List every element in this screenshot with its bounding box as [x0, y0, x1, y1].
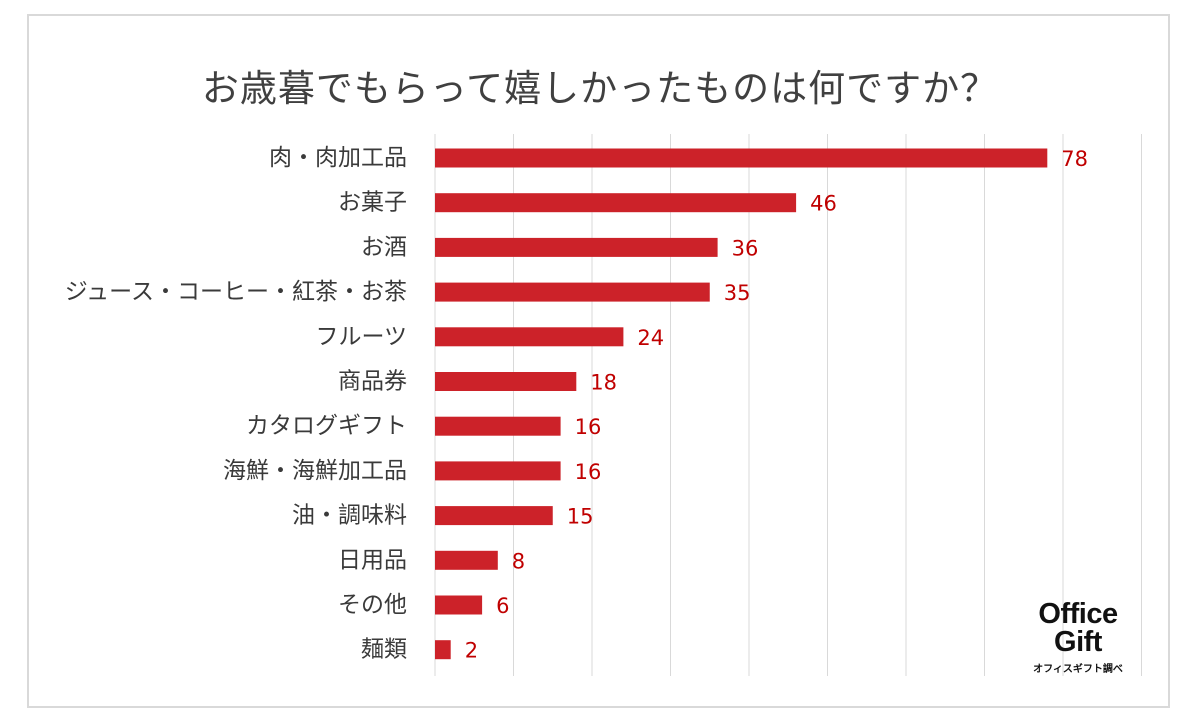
- value-label: 16: [575, 460, 602, 484]
- office-gift-logo: Office Gift オフィスギフト調べ: [1010, 598, 1146, 676]
- bar: [435, 506, 553, 526]
- logo-line-1: Office: [1038, 598, 1118, 630]
- value-label: 46: [810, 192, 837, 216]
- value-label: 18: [590, 371, 617, 395]
- category-label: 日用品: [338, 547, 407, 573]
- category-label: カタログギフト: [246, 413, 407, 439]
- chart-frame: [27, 14, 1170, 708]
- bar: [435, 550, 498, 570]
- bar: [435, 148, 1048, 168]
- value-label: 36: [732, 236, 759, 260]
- category-label: 肉・肉加工品: [269, 145, 407, 171]
- value-label: 8: [512, 549, 525, 573]
- value-label: 35: [724, 281, 751, 305]
- value-label: 24: [637, 326, 664, 350]
- bars: [435, 148, 1048, 660]
- gridlines: [434, 134, 1142, 676]
- bar: [435, 327, 624, 347]
- category-label: 海鮮・海鮮加工品: [223, 458, 407, 484]
- category-label: ジュース・コーヒー・紅茶・お茶: [65, 279, 407, 305]
- category-label: 油・調味料: [292, 503, 407, 529]
- chart-title: お歳暮でもらって嬉しかったものは何ですか？: [201, 67, 999, 110]
- value-label: 78: [1061, 147, 1088, 171]
- category-label: 商品券: [338, 369, 407, 395]
- category-labels: 肉・肉加工品お菓子お酒ジュース・コーヒー・紅茶・お茶フルーツ商品券カタログギフト…: [65, 145, 407, 663]
- value-label: 16: [575, 415, 602, 439]
- bar: [435, 372, 577, 391]
- bar: [435, 193, 797, 213]
- value-label: 2: [465, 639, 478, 663]
- category-label: 麺類: [361, 637, 407, 663]
- category-label: お菓子: [338, 190, 407, 216]
- bar: [435, 640, 451, 660]
- logo-subtitle: オフィスギフト調べ: [1033, 664, 1123, 675]
- value-label: 6: [496, 594, 509, 618]
- category-label: その他: [338, 592, 407, 618]
- logo-line-2: Gift: [1054, 626, 1102, 658]
- bar: [435, 461, 561, 481]
- bar: [435, 416, 561, 436]
- bar: [435, 282, 710, 302]
- bar: [435, 237, 718, 257]
- value-labels: 78 46 36 35 24 18 16 16 15 862: [465, 147, 1088, 663]
- category-label: フルーツ: [315, 324, 407, 350]
- bar: [435, 595, 483, 615]
- category-label: お酒: [361, 234, 407, 260]
- value-label: 15: [567, 505, 594, 529]
